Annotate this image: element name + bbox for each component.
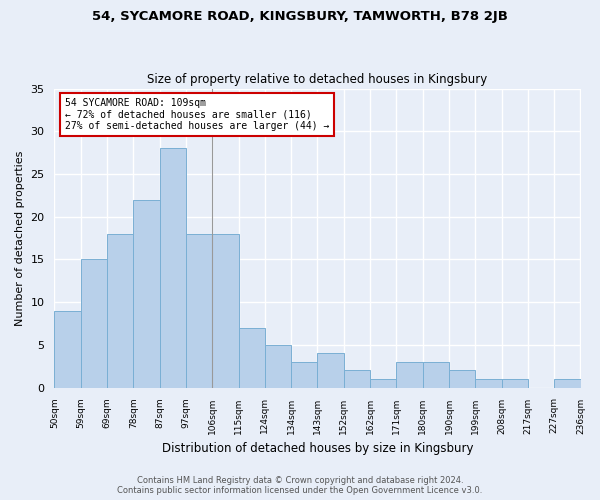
Bar bbox=[449, 370, 475, 388]
Bar bbox=[370, 379, 397, 388]
Text: 54 SYCAMORE ROAD: 109sqm
← 72% of detached houses are smaller (116)
27% of semi-: 54 SYCAMORE ROAD: 109sqm ← 72% of detach… bbox=[65, 98, 329, 130]
Bar bbox=[291, 362, 317, 388]
X-axis label: Distribution of detached houses by size in Kingsbury: Distribution of detached houses by size … bbox=[162, 442, 473, 455]
Bar bbox=[502, 379, 528, 388]
Bar bbox=[397, 362, 422, 388]
Bar bbox=[107, 234, 133, 388]
Bar bbox=[475, 379, 502, 388]
Text: 54, SYCAMORE ROAD, KINGSBURY, TAMWORTH, B78 2JB: 54, SYCAMORE ROAD, KINGSBURY, TAMWORTH, … bbox=[92, 10, 508, 23]
Text: Contains HM Land Registry data © Crown copyright and database right 2024.
Contai: Contains HM Land Registry data © Crown c… bbox=[118, 476, 482, 495]
Bar bbox=[422, 362, 449, 388]
Bar bbox=[239, 328, 265, 388]
Bar bbox=[554, 379, 581, 388]
Bar bbox=[212, 234, 239, 388]
Bar bbox=[160, 148, 186, 388]
Bar bbox=[81, 260, 107, 388]
Title: Size of property relative to detached houses in Kingsbury: Size of property relative to detached ho… bbox=[148, 73, 488, 86]
Y-axis label: Number of detached properties: Number of detached properties bbox=[15, 150, 25, 326]
Bar bbox=[317, 354, 344, 388]
Bar bbox=[186, 234, 212, 388]
Bar bbox=[55, 310, 81, 388]
Bar bbox=[133, 200, 160, 388]
Bar bbox=[344, 370, 370, 388]
Bar bbox=[265, 345, 291, 388]
